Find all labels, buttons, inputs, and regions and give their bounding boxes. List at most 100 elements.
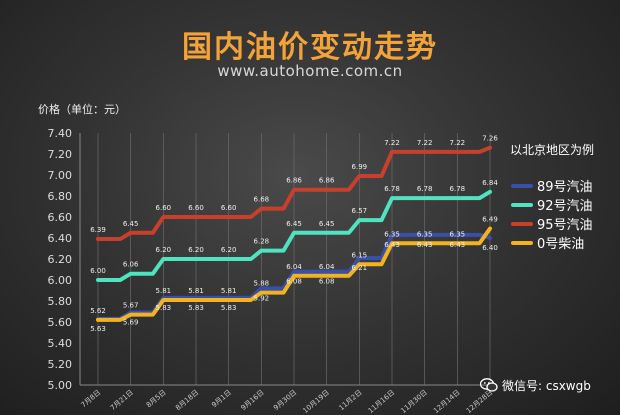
data-label: 5.83 — [221, 304, 237, 312]
data-label: 6.15 — [352, 251, 368, 259]
legend-label: 95号汽油 — [537, 218, 593, 233]
data-label: 6.06 — [123, 261, 139, 269]
data-label: 7.26 — [482, 135, 498, 143]
y-tick-label: 5.40 — [48, 337, 73, 350]
data-label: 6.21 — [352, 264, 368, 272]
data-label: 6.20 — [156, 246, 172, 254]
data-label: 6.84 — [482, 179, 498, 187]
data-label: 6.78 — [417, 185, 433, 193]
legend-label: 0号柴油 — [537, 237, 585, 252]
y-tick-label: 5.60 — [48, 316, 73, 329]
data-label: 6.43 — [384, 241, 400, 249]
site-url: www.autohome.com.cn — [217, 62, 403, 80]
y-tick-label: 5.20 — [48, 358, 73, 371]
x-tick-label: 12月28日 — [465, 388, 495, 415]
data-label: 7.22 — [384, 139, 400, 147]
data-label: 6.43 — [450, 241, 466, 249]
data-label: 5.81 — [188, 287, 204, 295]
x-tick-label: 11月16日 — [367, 388, 397, 415]
y-tick-label: 6.40 — [48, 232, 73, 245]
legend-swatch — [511, 203, 533, 207]
data-label: 5.62 — [90, 307, 106, 315]
x-tick-label: 8月5日 — [145, 388, 168, 409]
series-line-1 — [96, 189, 492, 282]
vertical-gridlines — [97, 133, 491, 385]
data-label: 6.86 — [286, 177, 302, 185]
x-axis: 7月8日 7月21日 8月5日 8月18日 9月1日 9月16日 9月30日 10月19日 11… — [80, 384, 495, 415]
data-label: 5.67 — [123, 302, 139, 310]
data-label: 5.83 — [188, 304, 204, 312]
x-tick-label: 7月8日 — [80, 388, 103, 409]
data-label: 6.04 — [319, 263, 335, 271]
data-label: 5.92 — [254, 294, 270, 302]
legend-title: 以北京地区为例 — [510, 143, 595, 157]
wechat-icon — [480, 378, 498, 392]
legend-label: 89号汽油 — [537, 180, 593, 195]
x-tick-label: 7月21日 — [109, 388, 135, 412]
data-label: 6.60 — [221, 204, 237, 212]
y-tick-label: 7.20 — [48, 148, 73, 161]
y-tick-label: 6.60 — [48, 211, 73, 224]
data-label: 6.04 — [286, 263, 302, 271]
data-label: 6.45 — [123, 220, 139, 228]
page-title: 国内油价变动走势 — [182, 30, 438, 65]
data-label: 6.68 — [254, 196, 270, 204]
y-tick-label: 6.20 — [48, 253, 73, 266]
data-label: 6.00 — [90, 267, 106, 275]
data-label: 6.28 — [254, 238, 270, 246]
y-tick-label: 5.00 — [48, 379, 73, 392]
data-label: 6.49 — [482, 216, 498, 224]
data-label: 6.99 — [352, 163, 368, 171]
x-tick-label: 9月1日 — [210, 388, 233, 409]
data-label: 5.81 — [221, 287, 237, 295]
data-label: 5.69 — [123, 319, 139, 327]
data-label: 6.35 — [450, 230, 466, 238]
data-label: 6.20 — [221, 246, 237, 254]
legend-swatch — [511, 222, 533, 226]
legend-swatch — [511, 241, 533, 245]
watermark-text: 微信号: csxwgb — [502, 379, 591, 393]
data-label: 6.43 — [417, 241, 433, 249]
data-label: 7.22 — [417, 139, 433, 147]
x-tick-label: 8月18日 — [174, 388, 200, 412]
data-label: 6.35 — [384, 230, 400, 238]
data-labels: 5.63 5.69 5.83 5.83 5.83 5.92 6.08 6.08 6.21 6.43… — [90, 135, 498, 333]
data-label: 5.83 — [156, 304, 172, 312]
x-tick-label: 9月16日 — [240, 388, 266, 412]
data-label: 5.88 — [254, 280, 270, 288]
x-tick-label: 10月19日 — [301, 388, 331, 415]
y-axis-label: 价格（单位：元） — [38, 103, 126, 116]
data-label: 6.40 — [482, 244, 498, 252]
data-label: 6.78 — [450, 185, 466, 193]
series-lines — [96, 145, 492, 322]
x-tick-label: 12月14日 — [432, 388, 462, 415]
y-tick-label: 7.40 — [48, 127, 73, 140]
x-tick-label: 9月30日 — [272, 388, 298, 412]
x-tick-label: 11月30日 — [399, 388, 429, 415]
data-label: 6.57 — [352, 207, 368, 215]
data-label: 5.63 — [90, 325, 106, 333]
data-label: 7.22 — [450, 139, 466, 147]
y-axis: 5.00 5.20 5.40 5.60 5.80 6.00 6.20 6.40 6.60 6.80… — [48, 127, 81, 392]
data-label: 6.86 — [319, 177, 335, 185]
y-tick-label: 5.80 — [48, 295, 73, 308]
data-label: 6.08 — [286, 278, 302, 286]
y-tick-label: 6.80 — [48, 190, 73, 203]
data-label: 6.08 — [319, 278, 335, 286]
y-tick-label: 7.00 — [48, 169, 73, 182]
series-line-0 — [96, 232, 492, 321]
data-label: 6.20 — [188, 246, 204, 254]
legend-label: 92号汽油 — [537, 199, 593, 214]
data-label: 6.45 — [286, 220, 302, 228]
data-label: 6.60 — [188, 204, 204, 212]
data-label: 6.78 — [384, 185, 400, 193]
legend-swatch — [511, 184, 533, 188]
data-label: 6.60 — [156, 204, 172, 212]
y-tick-label: 6.00 — [48, 274, 73, 287]
data-label: 6.35 — [417, 230, 433, 238]
series-line-2 — [96, 145, 492, 242]
data-label: 6.45 — [319, 220, 335, 228]
data-label: 6.39 — [90, 226, 106, 234]
